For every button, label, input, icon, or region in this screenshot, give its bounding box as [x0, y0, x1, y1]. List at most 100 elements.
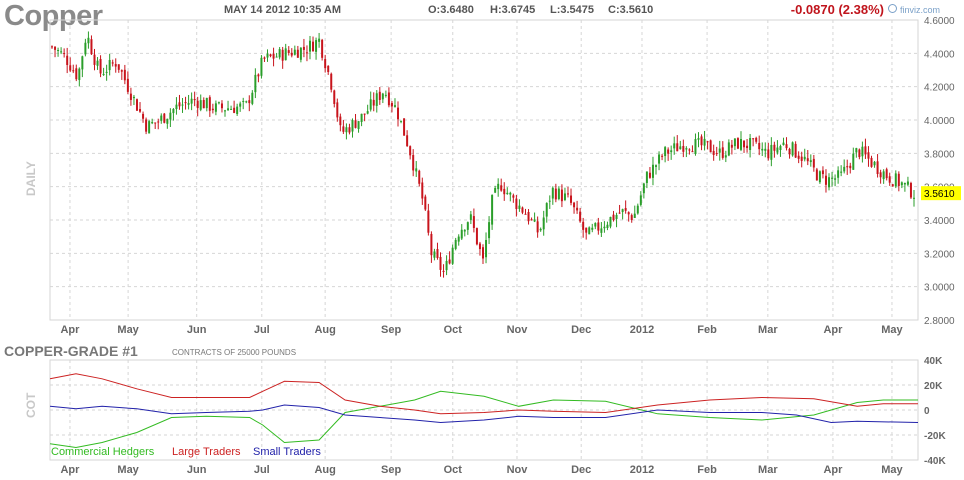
cot-series-commercial: [49, 390, 918, 449]
candle-down: [849, 165, 852, 169]
candle-up: [594, 223, 597, 227]
candle-down: [758, 142, 761, 150]
candle-down: [339, 116, 342, 126]
candle-down: [752, 138, 755, 140]
candle-down: [290, 52, 293, 56]
candle-up: [351, 120, 354, 132]
brand-logo[interactable]: finviz.com: [900, 5, 941, 15]
cot-x-axis: Apr May Jun Jul Aug Sep Oct Nov Dec 2012 Feb Mar Apr…: [60, 464, 903, 476]
candle-up: [533, 219, 536, 222]
cot-series-large: [49, 373, 918, 415]
candle-up: [685, 148, 688, 150]
candle-down: [667, 149, 670, 154]
candle-up: [548, 200, 551, 202]
candle-up: [557, 188, 560, 200]
candle-down: [858, 149, 861, 158]
candle-up: [621, 209, 624, 213]
candle-down: [378, 91, 381, 100]
candle-down: [333, 90, 336, 104]
candle-up: [318, 38, 321, 42]
candle-down: [512, 195, 515, 198]
candle-down: [500, 185, 503, 191]
candle-down: [111, 62, 114, 64]
candle-down: [661, 155, 664, 157]
candle-down: [427, 210, 430, 233]
candle-down: [163, 113, 166, 123]
candle-up: [278, 49, 281, 58]
candle-down: [867, 152, 870, 159]
price-x-label: Feb: [697, 324, 717, 336]
candle-up: [828, 177, 831, 188]
cot-x-label: Mar: [758, 464, 778, 476]
candle-down: [821, 170, 824, 175]
candle-down: [736, 138, 739, 149]
candle-up: [651, 164, 654, 178]
candle-down: [321, 39, 324, 58]
candle-up: [293, 49, 296, 55]
candle-down: [530, 219, 533, 221]
candle-up: [360, 113, 363, 123]
price-x-label: Oct: [444, 324, 463, 336]
candle-down: [202, 99, 205, 109]
candle-up: [509, 192, 512, 195]
candle-up: [873, 161, 876, 166]
cot-x-label: Nov: [507, 464, 529, 476]
candle-up: [451, 247, 454, 264]
candle-up: [245, 101, 248, 103]
candle-up: [636, 205, 639, 214]
candle-up: [254, 74, 257, 93]
candle-down: [909, 183, 912, 198]
candle-up: [697, 138, 700, 140]
candle-up: [224, 110, 227, 112]
candle-up: [591, 227, 594, 230]
candle-down: [272, 53, 275, 59]
cot-x-label: Apr: [823, 464, 843, 476]
cot-x-label: May: [117, 464, 139, 476]
candle-up: [108, 59, 111, 71]
candle-up: [670, 150, 673, 153]
candle-down: [363, 113, 366, 115]
candle-up: [831, 177, 834, 179]
candle-down: [570, 195, 573, 203]
candle-down: [66, 55, 69, 65]
candle-up: [166, 118, 169, 124]
candle-up: [664, 147, 667, 157]
cot-x-label: Jul: [254, 464, 270, 476]
candle-up: [96, 60, 99, 66]
candle-down: [682, 146, 685, 152]
candle-up: [639, 195, 642, 205]
candle-up: [81, 56, 84, 70]
quote-close: C:3.5610: [608, 4, 654, 16]
candle-up: [466, 222, 469, 230]
candle-down: [876, 161, 879, 174]
candle-up: [494, 188, 497, 193]
candle-down: [324, 59, 327, 69]
candle-up: [563, 193, 566, 200]
candle-up: [457, 236, 460, 242]
cot-tick-label: 40K: [924, 356, 943, 367]
candle-down: [503, 188, 506, 195]
candle-up: [606, 224, 609, 228]
candle-down: [372, 99, 375, 106]
candle-up: [542, 217, 545, 230]
candle-down: [348, 127, 351, 133]
price-y-axis: 4.60004.40004.20004.00003.80003.60003.40…: [924, 16, 955, 327]
cot-x-label: Jun: [187, 464, 207, 476]
candle-down: [145, 119, 148, 132]
candle-up: [393, 105, 396, 107]
candle-up: [148, 121, 151, 134]
candle-up: [545, 203, 548, 217]
candle-down: [54, 46, 57, 50]
candle-up: [384, 94, 387, 96]
price-tick-label: 3.2000: [924, 249, 955, 260]
candle-down: [743, 140, 746, 148]
candle-up: [603, 226, 606, 229]
candle-down: [233, 107, 236, 113]
candle-down: [475, 228, 478, 245]
candle-down: [448, 259, 451, 264]
candle-down: [597, 222, 600, 231]
candle-up: [600, 228, 603, 233]
candle-down: [715, 153, 718, 155]
candle-down: [806, 158, 809, 162]
price-x-label: May: [881, 324, 903, 336]
